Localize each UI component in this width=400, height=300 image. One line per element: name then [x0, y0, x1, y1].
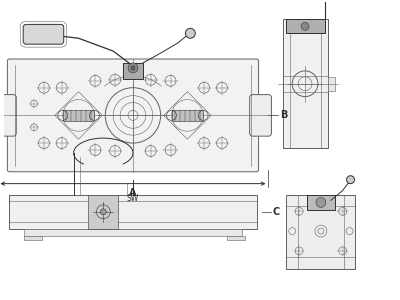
Bar	[172, 110, 203, 121]
Circle shape	[185, 28, 195, 38]
FancyBboxPatch shape	[7, 59, 258, 172]
Bar	[123, 63, 143, 79]
Text: C: C	[272, 207, 280, 217]
Bar	[286, 20, 325, 33]
Circle shape	[128, 63, 138, 73]
Text: SW: SW	[127, 194, 139, 202]
Text: B: B	[280, 110, 288, 120]
Circle shape	[301, 22, 309, 30]
Bar	[283, 20, 328, 148]
Bar	[24, 229, 242, 236]
FancyBboxPatch shape	[250, 94, 272, 136]
Circle shape	[346, 176, 354, 184]
Circle shape	[316, 197, 326, 207]
FancyBboxPatch shape	[0, 94, 16, 136]
Text: A: A	[129, 188, 137, 198]
Bar	[227, 236, 245, 240]
Circle shape	[100, 209, 106, 215]
Bar	[63, 110, 94, 121]
Bar	[328, 77, 335, 91]
Bar	[88, 194, 118, 229]
Bar	[286, 194, 356, 269]
Bar	[24, 236, 42, 240]
Bar	[9, 194, 256, 229]
Bar	[307, 194, 335, 210]
FancyBboxPatch shape	[23, 24, 64, 44]
Circle shape	[131, 66, 135, 70]
